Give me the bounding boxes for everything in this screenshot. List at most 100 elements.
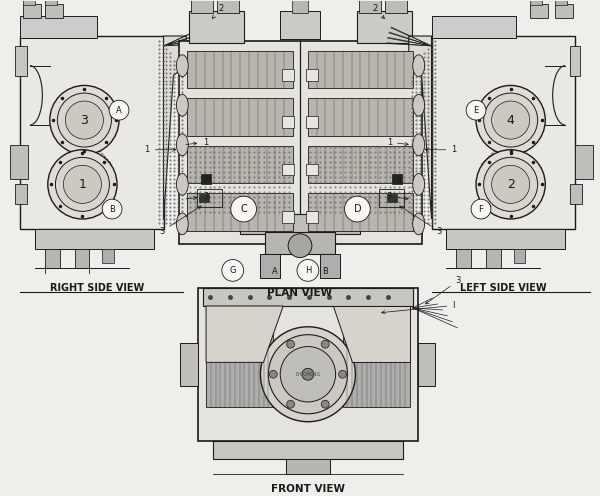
Bar xyxy=(23,4,41,18)
Circle shape xyxy=(102,199,122,219)
Text: 2: 2 xyxy=(372,4,385,19)
Ellipse shape xyxy=(413,213,425,235)
Circle shape xyxy=(231,196,256,222)
Bar xyxy=(187,98,293,136)
Ellipse shape xyxy=(413,55,425,76)
Text: 3: 3 xyxy=(80,114,88,126)
Circle shape xyxy=(297,259,319,281)
Bar xyxy=(418,343,436,386)
Bar xyxy=(431,16,516,38)
Bar xyxy=(217,0,239,13)
Bar xyxy=(206,308,273,407)
Bar xyxy=(282,211,294,223)
Bar xyxy=(308,98,413,136)
Ellipse shape xyxy=(413,174,425,195)
Text: 1: 1 xyxy=(79,178,86,191)
Text: B: B xyxy=(109,204,115,214)
Polygon shape xyxy=(164,36,186,219)
Circle shape xyxy=(344,196,370,222)
Ellipse shape xyxy=(176,134,188,156)
Bar xyxy=(201,175,211,185)
Bar xyxy=(179,41,422,244)
Bar xyxy=(191,0,213,13)
Bar xyxy=(308,146,413,184)
Bar xyxy=(379,189,404,207)
Text: RIGHT SIDE VIEW: RIGHT SIDE VIEW xyxy=(50,283,144,293)
Bar xyxy=(20,36,164,229)
Bar xyxy=(343,308,410,407)
Text: D: D xyxy=(353,204,361,214)
Text: 3: 3 xyxy=(425,276,461,304)
Bar xyxy=(358,11,412,43)
Circle shape xyxy=(491,101,530,139)
Bar xyxy=(530,4,548,18)
Bar xyxy=(320,253,340,278)
Text: 3: 3 xyxy=(386,192,408,201)
Text: 3: 3 xyxy=(186,192,208,201)
Bar xyxy=(306,211,318,223)
Bar xyxy=(199,194,209,202)
Text: E: E xyxy=(473,106,479,115)
Bar xyxy=(306,68,318,80)
Circle shape xyxy=(491,165,530,203)
Circle shape xyxy=(269,371,277,378)
Bar xyxy=(45,4,62,18)
Circle shape xyxy=(466,100,486,120)
Bar xyxy=(198,288,418,441)
Bar xyxy=(514,248,526,263)
Circle shape xyxy=(280,347,335,402)
Text: LYCOMING: LYCOMING xyxy=(295,372,320,377)
Bar xyxy=(570,185,582,204)
Circle shape xyxy=(321,340,329,348)
Ellipse shape xyxy=(176,94,188,116)
Bar xyxy=(359,0,381,13)
Circle shape xyxy=(48,150,117,219)
Bar xyxy=(486,248,501,268)
Polygon shape xyxy=(409,36,431,219)
Circle shape xyxy=(302,369,314,380)
Bar xyxy=(446,229,565,248)
Bar xyxy=(456,248,471,268)
Text: H: H xyxy=(305,266,311,275)
Bar xyxy=(213,441,403,459)
Text: 2: 2 xyxy=(507,178,515,191)
Ellipse shape xyxy=(413,94,425,116)
Circle shape xyxy=(64,165,101,203)
Text: PLAN VIEW: PLAN VIEW xyxy=(268,288,332,298)
Bar xyxy=(260,253,280,278)
Bar xyxy=(280,11,320,39)
Circle shape xyxy=(197,52,211,65)
Circle shape xyxy=(287,340,295,348)
Bar xyxy=(392,175,402,185)
Bar xyxy=(292,0,308,13)
Text: B: B xyxy=(322,267,328,276)
Circle shape xyxy=(471,199,491,219)
Bar xyxy=(10,145,28,180)
Bar xyxy=(15,185,27,204)
Text: C: C xyxy=(240,204,247,214)
Bar xyxy=(189,11,244,43)
Text: 3: 3 xyxy=(159,206,201,236)
Text: LEFT SIDE VIEW: LEFT SIDE VIEW xyxy=(460,283,547,293)
Bar xyxy=(20,16,97,38)
Bar xyxy=(45,248,59,268)
Text: 1: 1 xyxy=(387,138,408,147)
Bar xyxy=(555,0,567,5)
Text: G: G xyxy=(229,266,236,275)
Bar xyxy=(203,288,413,306)
Circle shape xyxy=(484,157,538,211)
Bar xyxy=(187,193,293,231)
Circle shape xyxy=(55,157,109,211)
Circle shape xyxy=(476,85,545,155)
Bar xyxy=(74,248,89,268)
Bar xyxy=(282,164,294,176)
Bar xyxy=(530,0,542,5)
Text: 3: 3 xyxy=(400,206,442,236)
Bar xyxy=(306,164,318,176)
Text: 1: 1 xyxy=(186,138,208,147)
Bar xyxy=(570,46,580,75)
Polygon shape xyxy=(332,306,410,363)
Bar xyxy=(102,248,114,263)
Bar xyxy=(23,0,35,5)
Circle shape xyxy=(288,234,312,257)
